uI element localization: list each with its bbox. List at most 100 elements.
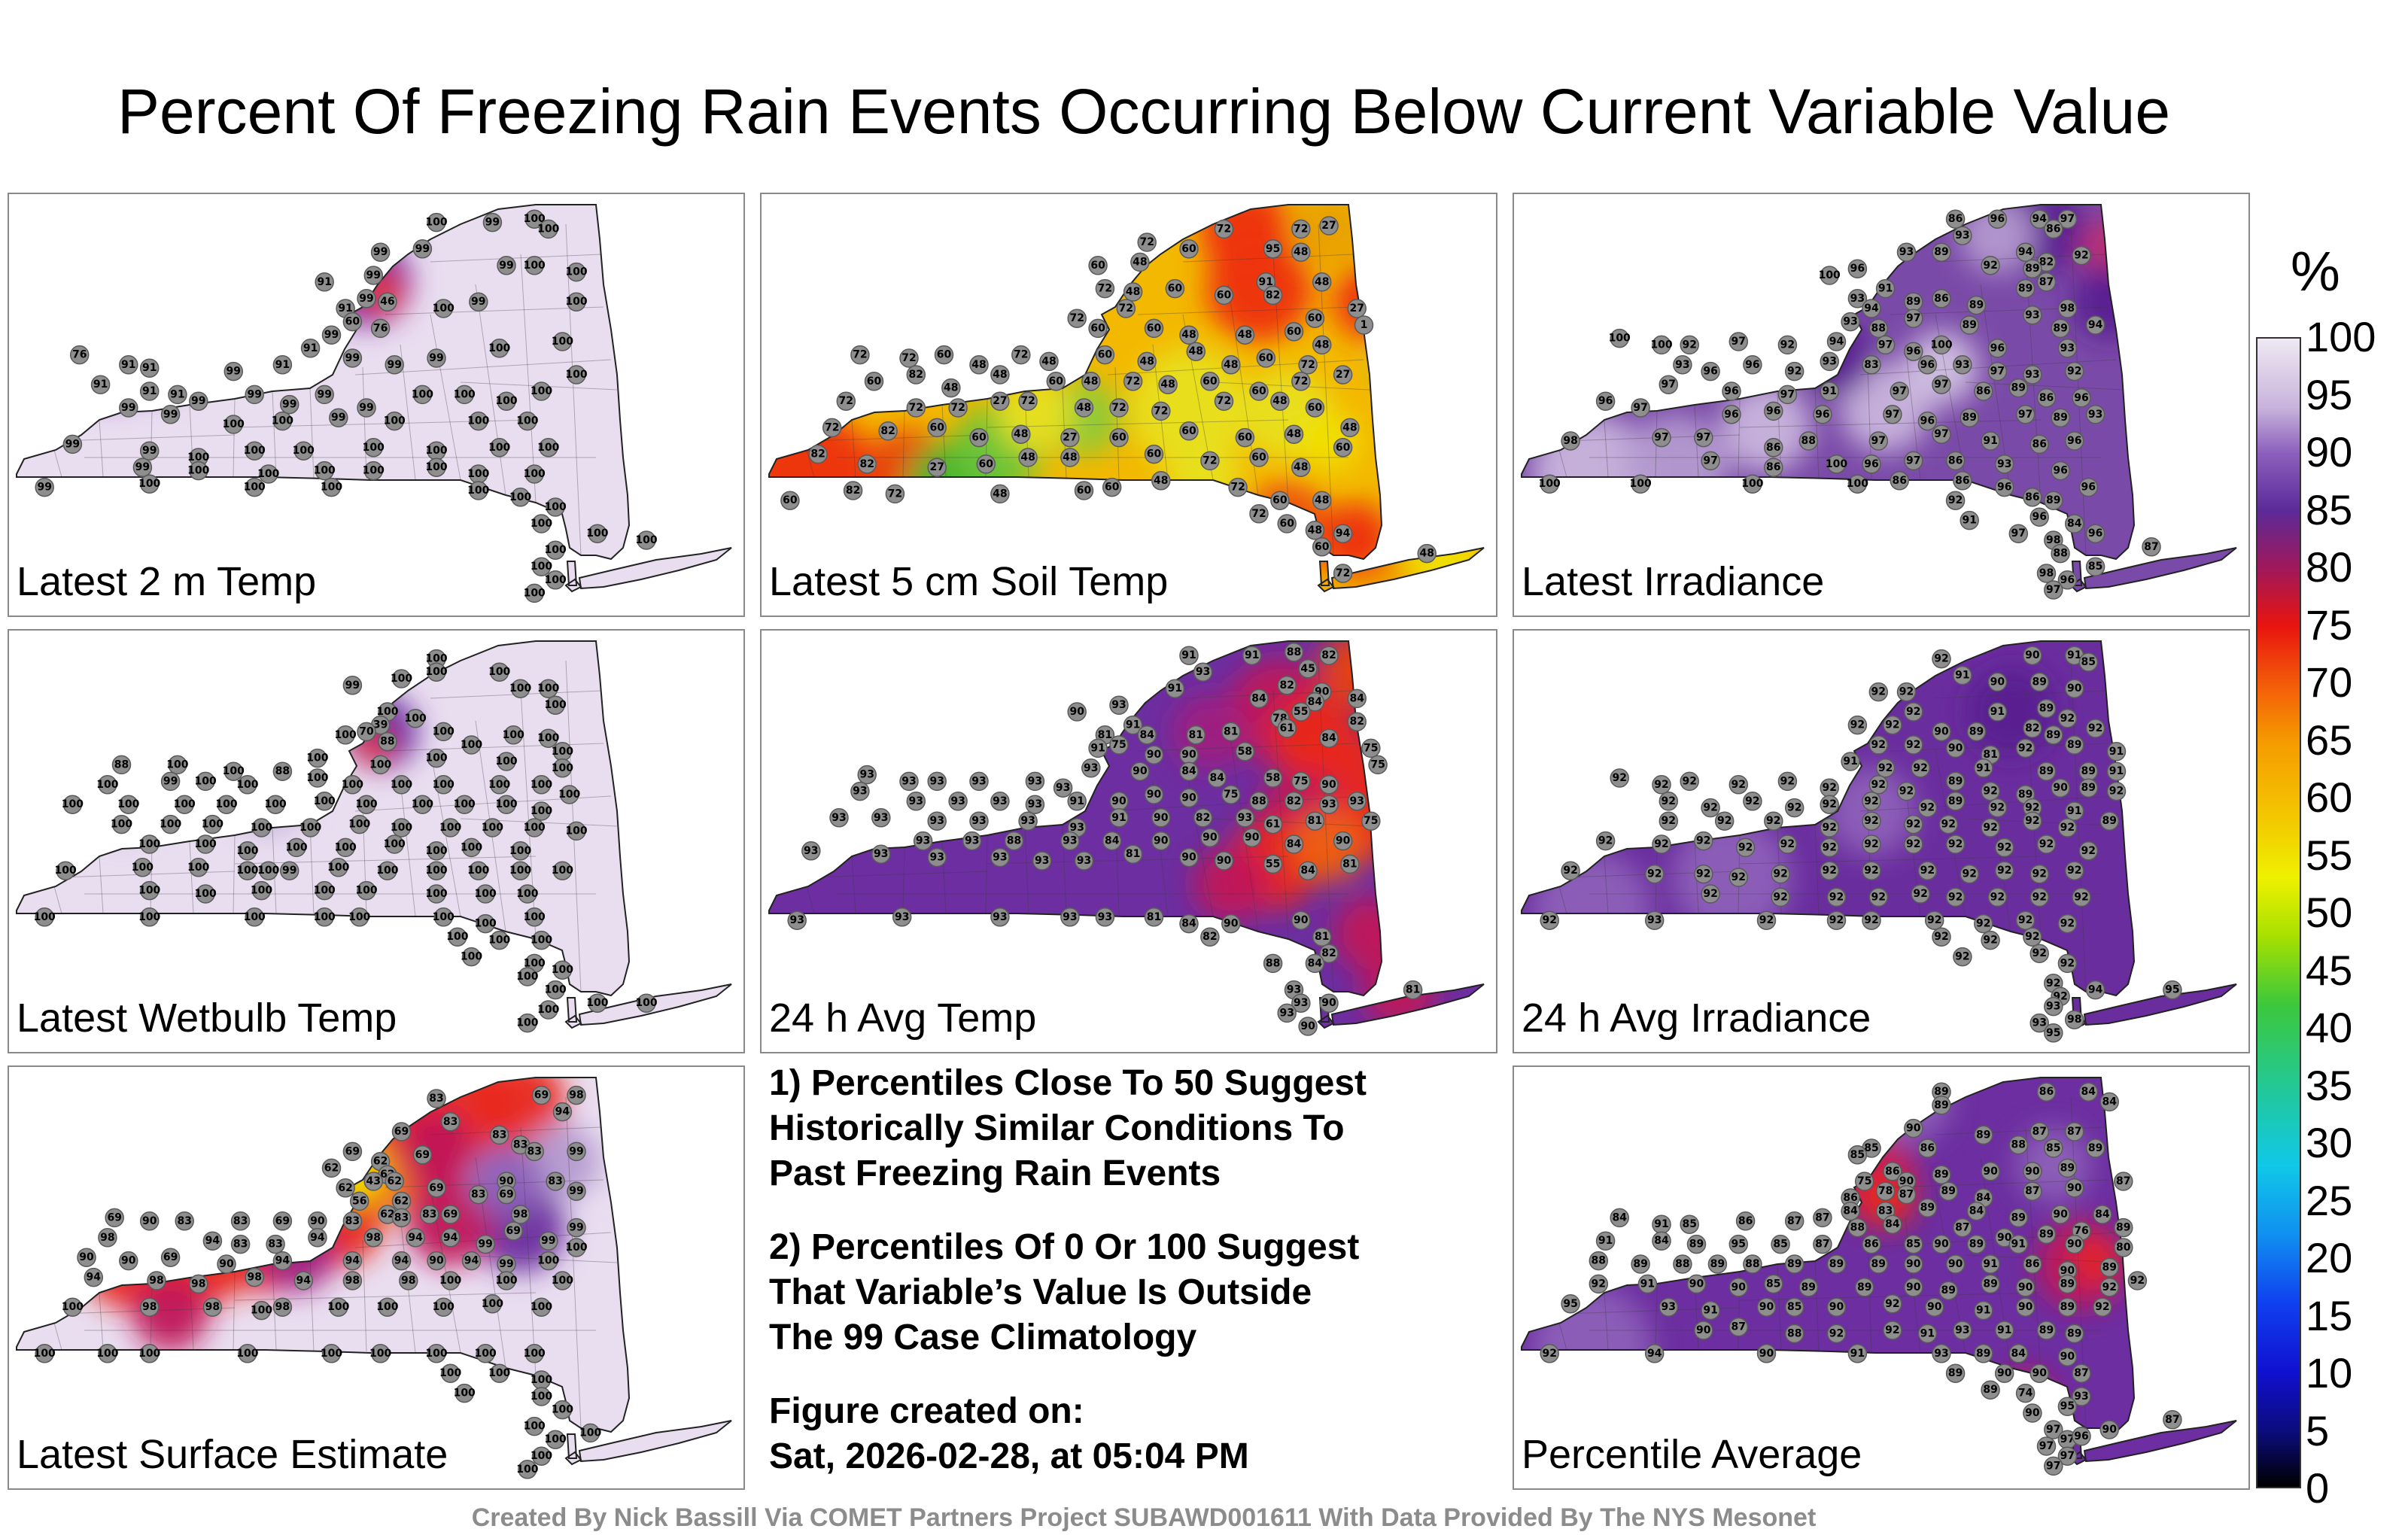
station-dot <box>1960 864 1979 884</box>
map-base-fill <box>17 641 731 1028</box>
station-value: 100 <box>509 491 531 503</box>
station-value: 82 <box>810 448 825 460</box>
station-value: 92 <box>1899 786 1914 798</box>
station-value: 92 <box>1787 366 1801 378</box>
station-dot <box>1263 854 1283 874</box>
station-dot <box>2036 388 2057 408</box>
station-dot <box>1701 1300 1720 1321</box>
station-dot <box>637 530 656 550</box>
station-dot <box>1417 543 1437 564</box>
station-dot <box>259 861 278 880</box>
station-dot <box>1917 411 1938 431</box>
station-value: 69 <box>443 1208 458 1220</box>
station-dot <box>552 758 573 778</box>
station-dot <box>440 1205 461 1224</box>
station-marker: 100 <box>516 1460 539 1479</box>
station-marker: 91 <box>1165 679 1185 698</box>
station-dot <box>850 345 870 365</box>
station-dot <box>1994 861 2014 880</box>
station-marker: 89 <box>2064 735 2084 755</box>
station-dot <box>336 725 355 745</box>
station-marker: 90 <box>1756 1297 1777 1317</box>
county-line <box>1814 1260 1820 1352</box>
station-marker: 88 <box>1868 318 1889 339</box>
station-dot <box>1291 771 1311 792</box>
station-dot <box>279 861 299 880</box>
station-dot <box>510 1205 531 1224</box>
station-dot <box>1756 910 1777 930</box>
station-dot <box>482 818 503 837</box>
station-marker: 100 <box>544 540 567 560</box>
station-dot <box>1340 418 1360 438</box>
station-dot <box>489 1363 509 1383</box>
station-value: 92 <box>1703 888 1717 900</box>
station-dot <box>531 801 552 821</box>
state-outline <box>1317 1014 1335 1029</box>
station-value: 89 <box>2046 494 2060 506</box>
station-dot <box>546 497 565 517</box>
station-dot <box>363 438 384 457</box>
station-dot <box>2008 524 2029 543</box>
station-marker: 100 <box>516 1013 539 1033</box>
station-marker: 96 <box>1743 355 1762 375</box>
station-dot <box>1904 834 1923 854</box>
station-dot <box>2114 1172 2133 1191</box>
station-marker: 91 <box>1067 792 1087 811</box>
station-marker: 60 <box>1256 348 1276 368</box>
station-value: 96 <box>2081 482 2096 494</box>
station-value: 100 <box>376 1301 398 1313</box>
station-marker: 100 <box>439 818 461 837</box>
station-value: 93 <box>1063 835 1077 847</box>
station-dot <box>1994 1321 2014 1340</box>
station-value: 100 <box>1741 478 1763 490</box>
station-dot <box>1694 1321 1713 1340</box>
station-dot <box>1291 910 1311 930</box>
station-value: 92 <box>1780 838 1795 850</box>
station-value: 93 <box>1063 911 1077 923</box>
station-marker: 62 <box>336 1178 355 1198</box>
station-value: 58 <box>1238 746 1252 758</box>
station-dot <box>518 884 537 904</box>
station-value: 72 <box>888 488 902 500</box>
station-value: 90 <box>121 1255 136 1267</box>
station-dot <box>1659 792 1679 811</box>
station-dot <box>2036 698 2057 719</box>
station-dot <box>476 913 495 934</box>
station-marker: 90 <box>1904 1118 1923 1138</box>
station-marker: 93 <box>2085 405 2105 424</box>
map-base-fill <box>769 641 1484 1028</box>
station-dot <box>990 907 1010 927</box>
station-marker: 100 <box>369 755 391 775</box>
station-value: 60 <box>1202 375 1218 388</box>
station-dot <box>969 355 989 375</box>
station-dot <box>531 1297 552 1317</box>
station-dot <box>1966 1234 1987 1254</box>
station-dot <box>342 348 363 368</box>
station-dot <box>1994 477 2014 497</box>
station-value: 100 <box>96 779 118 791</box>
station-dot <box>1595 1231 1616 1251</box>
station-dot <box>1652 427 1671 448</box>
station-value: 90 <box>1147 749 1162 761</box>
station-marker: 84 <box>1207 768 1227 788</box>
station-dot <box>1728 868 1749 887</box>
station-marker: 100 <box>495 795 518 814</box>
station-marker: 83 <box>342 1211 363 1231</box>
station-dot <box>2023 1403 2042 1423</box>
color-patch <box>1382 229 1443 289</box>
station-marker: 83 <box>427 1089 446 1108</box>
station-marker: 90 <box>2057 1261 2078 1281</box>
station-dot <box>927 811 947 831</box>
station-value: 100 <box>531 1374 552 1386</box>
station-marker: 93 <box>1109 695 1129 715</box>
station-dot <box>482 1294 503 1314</box>
station-dot <box>427 348 446 368</box>
station-dot <box>850 781 870 801</box>
station-marker: 87 <box>1813 1208 1832 1228</box>
station-marker: 91 <box>2008 1234 2029 1254</box>
station-dot <box>2029 672 2049 692</box>
station-dot <box>1694 831 1713 851</box>
station-marker: 27 <box>1347 299 1367 318</box>
station-marker: 90 <box>2057 1347 2078 1366</box>
